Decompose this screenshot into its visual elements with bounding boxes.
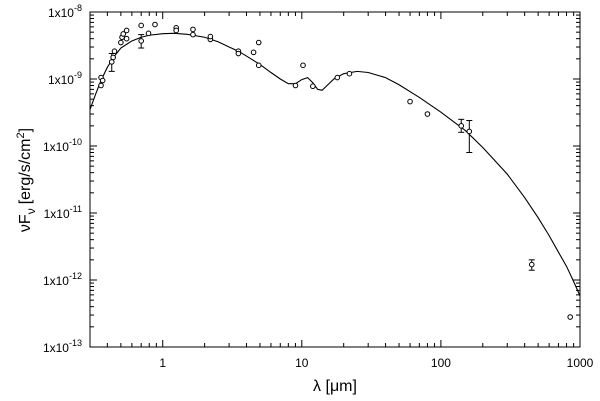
observed-data-point [255, 62, 262, 69]
observed-data-point [407, 98, 413, 105]
y-tick-label: 1x10-9 [48, 70, 82, 87]
y-tick-label-base: 1x10 [43, 140, 69, 154]
y-tick-label-base: 1x10 [44, 207, 70, 221]
observed-data-point [424, 111, 431, 117]
observed-data-point [138, 22, 144, 29]
y-axis-title: νFν [erg/s/cm2] [15, 128, 38, 232]
y-tick-label: 1x10-8 [48, 3, 82, 20]
y-axis-title-main: νF [17, 214, 34, 232]
observed-data-point [458, 123, 465, 129]
y-axis-title-sup: 2 [15, 132, 27, 138]
y-tick-label-base: 1x10 [43, 341, 69, 355]
observed-data-point [138, 38, 144, 44]
series-layer [89, 21, 581, 320]
observed-data-point [207, 33, 214, 40]
observed-data-point [567, 314, 573, 320]
y-tick-label: 1x10-10 [43, 137, 82, 154]
y-tick-label-base: 1x10 [43, 274, 69, 288]
x-tick-label: 100 [431, 356, 451, 370]
y-tick-label-exp: -12 [69, 271, 82, 281]
observed-data-point [292, 82, 299, 89]
observed-data-point [300, 62, 306, 69]
x-tick-label: 1 [159, 356, 166, 370]
model-sed-curve [89, 32, 581, 297]
observed-data-point [255, 39, 262, 46]
observed-data-point [99, 77, 106, 84]
observed-data-point [235, 50, 242, 57]
y-tick-label-exp: -9 [74, 70, 82, 80]
y-tick-label-exp: -11 [70, 204, 82, 214]
observed-data-point [108, 59, 115, 65]
observed-data-point [152, 21, 158, 28]
y-tick-label: 1x10-13 [43, 338, 82, 355]
observed-data-point [118, 39, 124, 46]
observed-data-point [173, 27, 180, 34]
observed-data-point [111, 48, 118, 54]
y-tick-label-exp: -10 [69, 137, 82, 147]
x-tick-label: 10 [295, 356, 309, 370]
observed-data-point [123, 27, 130, 34]
y-axis-title-sub: ν [24, 208, 38, 214]
plot-frame [89, 11, 581, 348]
y-tick-label-base: 1x10 [48, 6, 74, 20]
observed-data-point [250, 49, 257, 56]
observed-data-point [110, 54, 116, 61]
observed-data-point [120, 31, 127, 37]
observed-data-point [98, 82, 104, 89]
y-tick-label-exp: -8 [74, 3, 82, 13]
x-axis-ticks: 1 10 100 1000 [89, 12, 594, 370]
observed-data-point [190, 31, 196, 38]
x-tick-label: 1000 [567, 356, 594, 370]
y-axis-title-unit: [erg/s/cm [17, 139, 34, 205]
y-tick-label: 1x10-12 [43, 271, 82, 288]
observed-data-point [528, 261, 535, 268]
y-tick-label: 1x10-11 [44, 204, 82, 221]
y-tick-label-base: 1x10 [48, 73, 74, 87]
observed-data-point [190, 26, 196, 33]
observed-data-point [123, 35, 130, 42]
observed-data-point [145, 30, 152, 37]
x-axis-title: λ [μm] [313, 378, 357, 395]
observed-data-point [466, 128, 473, 135]
observed-data-point [310, 83, 316, 90]
observed-data-point [334, 74, 341, 81]
observed-data-point [346, 70, 353, 77]
y-axis-title-close: ] [17, 128, 34, 132]
y-tick-label-exp: -13 [69, 338, 82, 348]
